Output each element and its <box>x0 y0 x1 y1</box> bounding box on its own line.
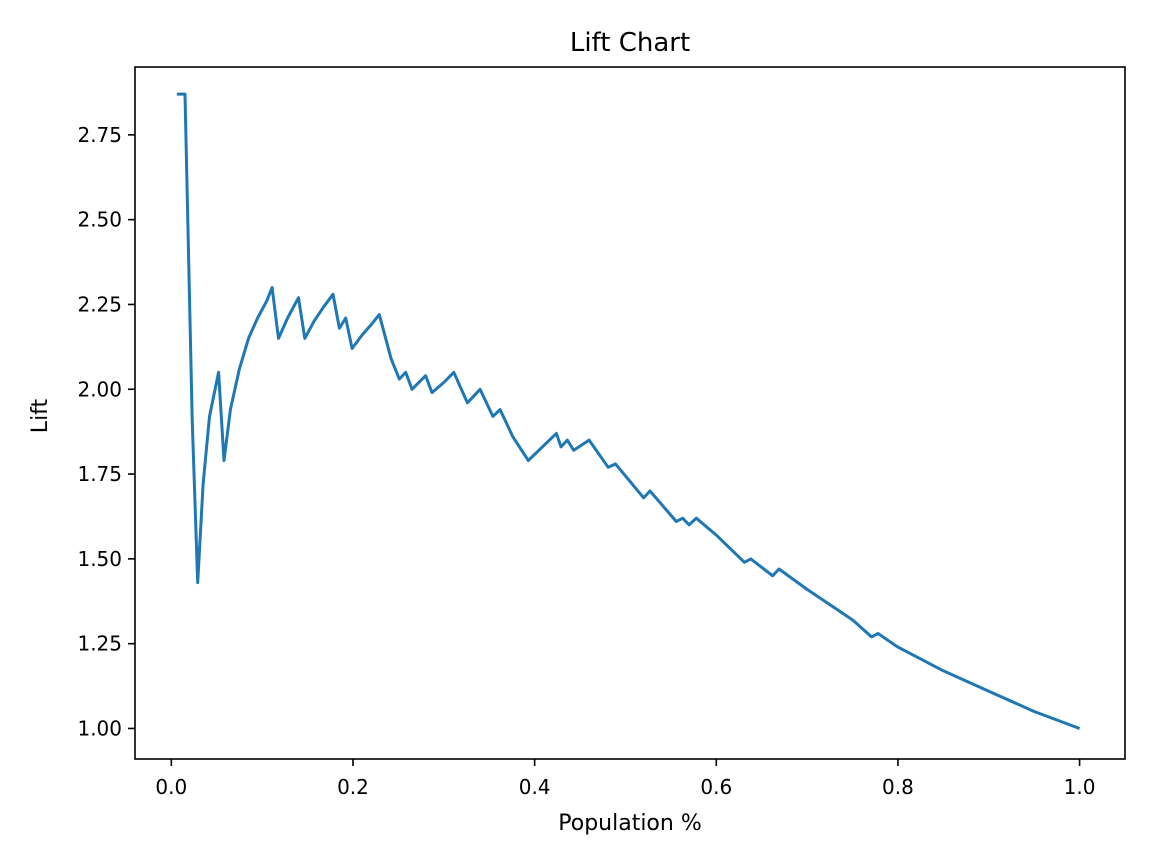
x-axis-ticks: 0.0 0.2 0.4 0.6 0.8 1.0 <box>155 759 1095 799</box>
y-tick-label: 2.50 <box>77 208 122 232</box>
x-tick-label: 0.4 <box>519 775 551 799</box>
x-tick-label: 0.2 <box>337 775 369 799</box>
x-tick-label: 1.0 <box>1064 775 1096 799</box>
y-tick-label: 1.75 <box>77 462 122 486</box>
y-tick-label: 1.25 <box>77 632 122 656</box>
lift-line <box>176 92 1081 730</box>
y-tick-label: 1.00 <box>77 716 122 740</box>
y-axis-ticks: 1.00 1.25 1.50 1.75 2.00 2.25 2.50 2.75 <box>77 123 135 740</box>
x-tick-label: 0.8 <box>882 775 914 799</box>
chart-title: Lift Chart <box>570 28 690 58</box>
x-axis-label: Population % <box>558 811 701 836</box>
plot-area <box>176 92 1081 730</box>
plot-frame <box>134 66 1126 760</box>
y-axis-label: Lift <box>28 398 53 433</box>
x-tick-label: 0.6 <box>700 775 732 799</box>
y-tick-label: 2.25 <box>77 292 122 316</box>
y-tick-label: 2.00 <box>77 377 122 401</box>
y-tick-label: 1.50 <box>77 547 122 571</box>
x-tick-label: 0.0 <box>155 775 187 799</box>
y-tick-label: 2.75 <box>77 123 122 147</box>
